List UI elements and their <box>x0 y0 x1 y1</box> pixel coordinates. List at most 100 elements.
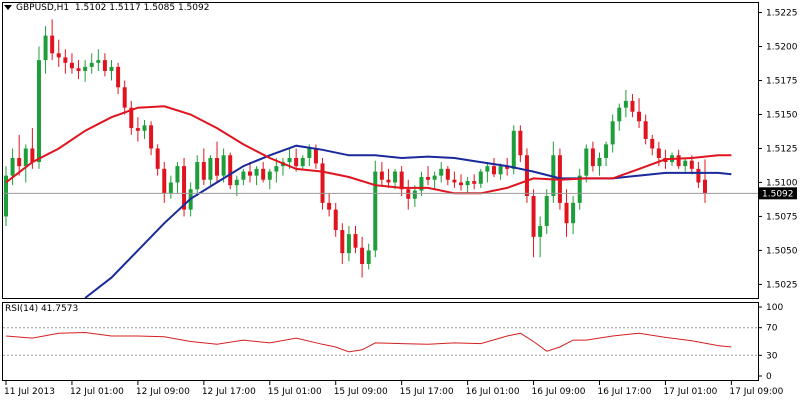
candle-body <box>393 171 398 183</box>
price-axis-label: 1.5050 <box>766 246 798 256</box>
candle <box>426 166 431 186</box>
candle <box>234 175 239 197</box>
candle <box>4 166 8 226</box>
candle-body <box>696 168 701 183</box>
candle <box>419 171 424 197</box>
candle <box>531 189 536 258</box>
candle-body <box>472 181 477 184</box>
candle-body <box>577 175 582 203</box>
candle <box>703 159 707 203</box>
candle <box>630 94 635 118</box>
candle <box>327 193 332 217</box>
candle <box>511 125 516 175</box>
candle-body <box>294 157 299 167</box>
candle <box>445 166 450 186</box>
candle <box>577 168 582 210</box>
candle <box>590 141 595 172</box>
current-price-marker: 1.5092 <box>3 187 797 200</box>
time-axis-label: 11 Jul 2013 <box>4 387 55 397</box>
candle <box>63 49 68 74</box>
candle <box>465 177 470 194</box>
time-axis-label: 12 Jul 17:00 <box>202 387 256 397</box>
candle <box>650 134 655 156</box>
candle-body <box>676 155 681 167</box>
candle-body <box>50 35 55 54</box>
candle-body <box>524 155 529 197</box>
candle <box>452 171 457 188</box>
candle-body <box>307 148 312 158</box>
candle-body <box>221 155 226 176</box>
candle-body <box>69 62 74 69</box>
rsi-line <box>5 331 732 353</box>
candle <box>637 98 642 129</box>
price-axis-label: 1.5225 <box>766 9 798 19</box>
candle-body <box>459 182 464 186</box>
candle-body <box>656 148 661 158</box>
candle-body <box>544 196 549 226</box>
candle <box>393 168 398 190</box>
candle-body <box>96 60 101 63</box>
candle-body <box>353 234 358 248</box>
candle <box>23 144 28 183</box>
candle <box>584 144 589 183</box>
candle-body <box>327 202 332 210</box>
candle-body <box>142 125 147 131</box>
rsi-axis: 100 70 30 0 <box>758 303 783 382</box>
candle-body <box>610 121 615 145</box>
candle <box>683 157 688 172</box>
rsi-pane <box>2 302 759 381</box>
candle-body <box>518 130 523 156</box>
candle <box>221 148 226 183</box>
candle-body <box>597 157 602 167</box>
candle <box>10 148 15 186</box>
price-axis-label: 1.5200 <box>766 43 798 53</box>
time-axis-label: 16 Jul 17:00 <box>597 387 651 397</box>
candle-body <box>683 160 688 167</box>
candle-body <box>703 179 707 194</box>
candle <box>142 119 147 139</box>
candle-body <box>175 166 180 183</box>
current-price-box <box>759 187 797 200</box>
rsi-layer <box>3 327 758 356</box>
candle <box>36 46 41 169</box>
current-price-label: 1.5092 <box>762 189 794 199</box>
ma-slow-line <box>84 144 732 299</box>
price-axis-label: 1.5075 <box>766 212 798 222</box>
candle-body <box>590 148 595 167</box>
candle-body <box>478 171 483 184</box>
candle <box>333 202 338 237</box>
candle-body <box>643 121 648 139</box>
candle-body <box>63 57 68 63</box>
candle-body <box>630 100 635 112</box>
candle <box>604 141 609 167</box>
price-axis-label: 1.5150 <box>766 110 798 120</box>
dropdown-arrow-icon[interactable] <box>4 5 12 10</box>
candle-body <box>247 171 252 176</box>
candle <box>195 155 200 197</box>
candle-body <box>56 53 61 58</box>
candle <box>294 148 299 172</box>
candle-body <box>23 148 28 167</box>
candle-body <box>109 66 114 71</box>
candle-body <box>386 179 391 183</box>
candle <box>491 157 496 178</box>
candle-body <box>505 166 510 169</box>
candle-body <box>426 177 431 180</box>
candle-body <box>149 125 154 149</box>
candle-body <box>215 157 220 176</box>
candle <box>241 168 246 186</box>
candle <box>102 53 107 77</box>
candle <box>122 80 127 115</box>
candle-body <box>182 166 187 210</box>
candle-body <box>208 157 213 180</box>
candle <box>83 60 88 82</box>
candle <box>346 225 351 262</box>
candle <box>439 162 444 183</box>
rsi-axis-label: 30 <box>766 351 778 361</box>
candle <box>56 39 61 67</box>
candle-body <box>76 68 81 71</box>
candle <box>696 162 701 188</box>
price-pane <box>2 2 759 299</box>
time-axis-label: 15 Jul 09:00 <box>334 387 388 397</box>
